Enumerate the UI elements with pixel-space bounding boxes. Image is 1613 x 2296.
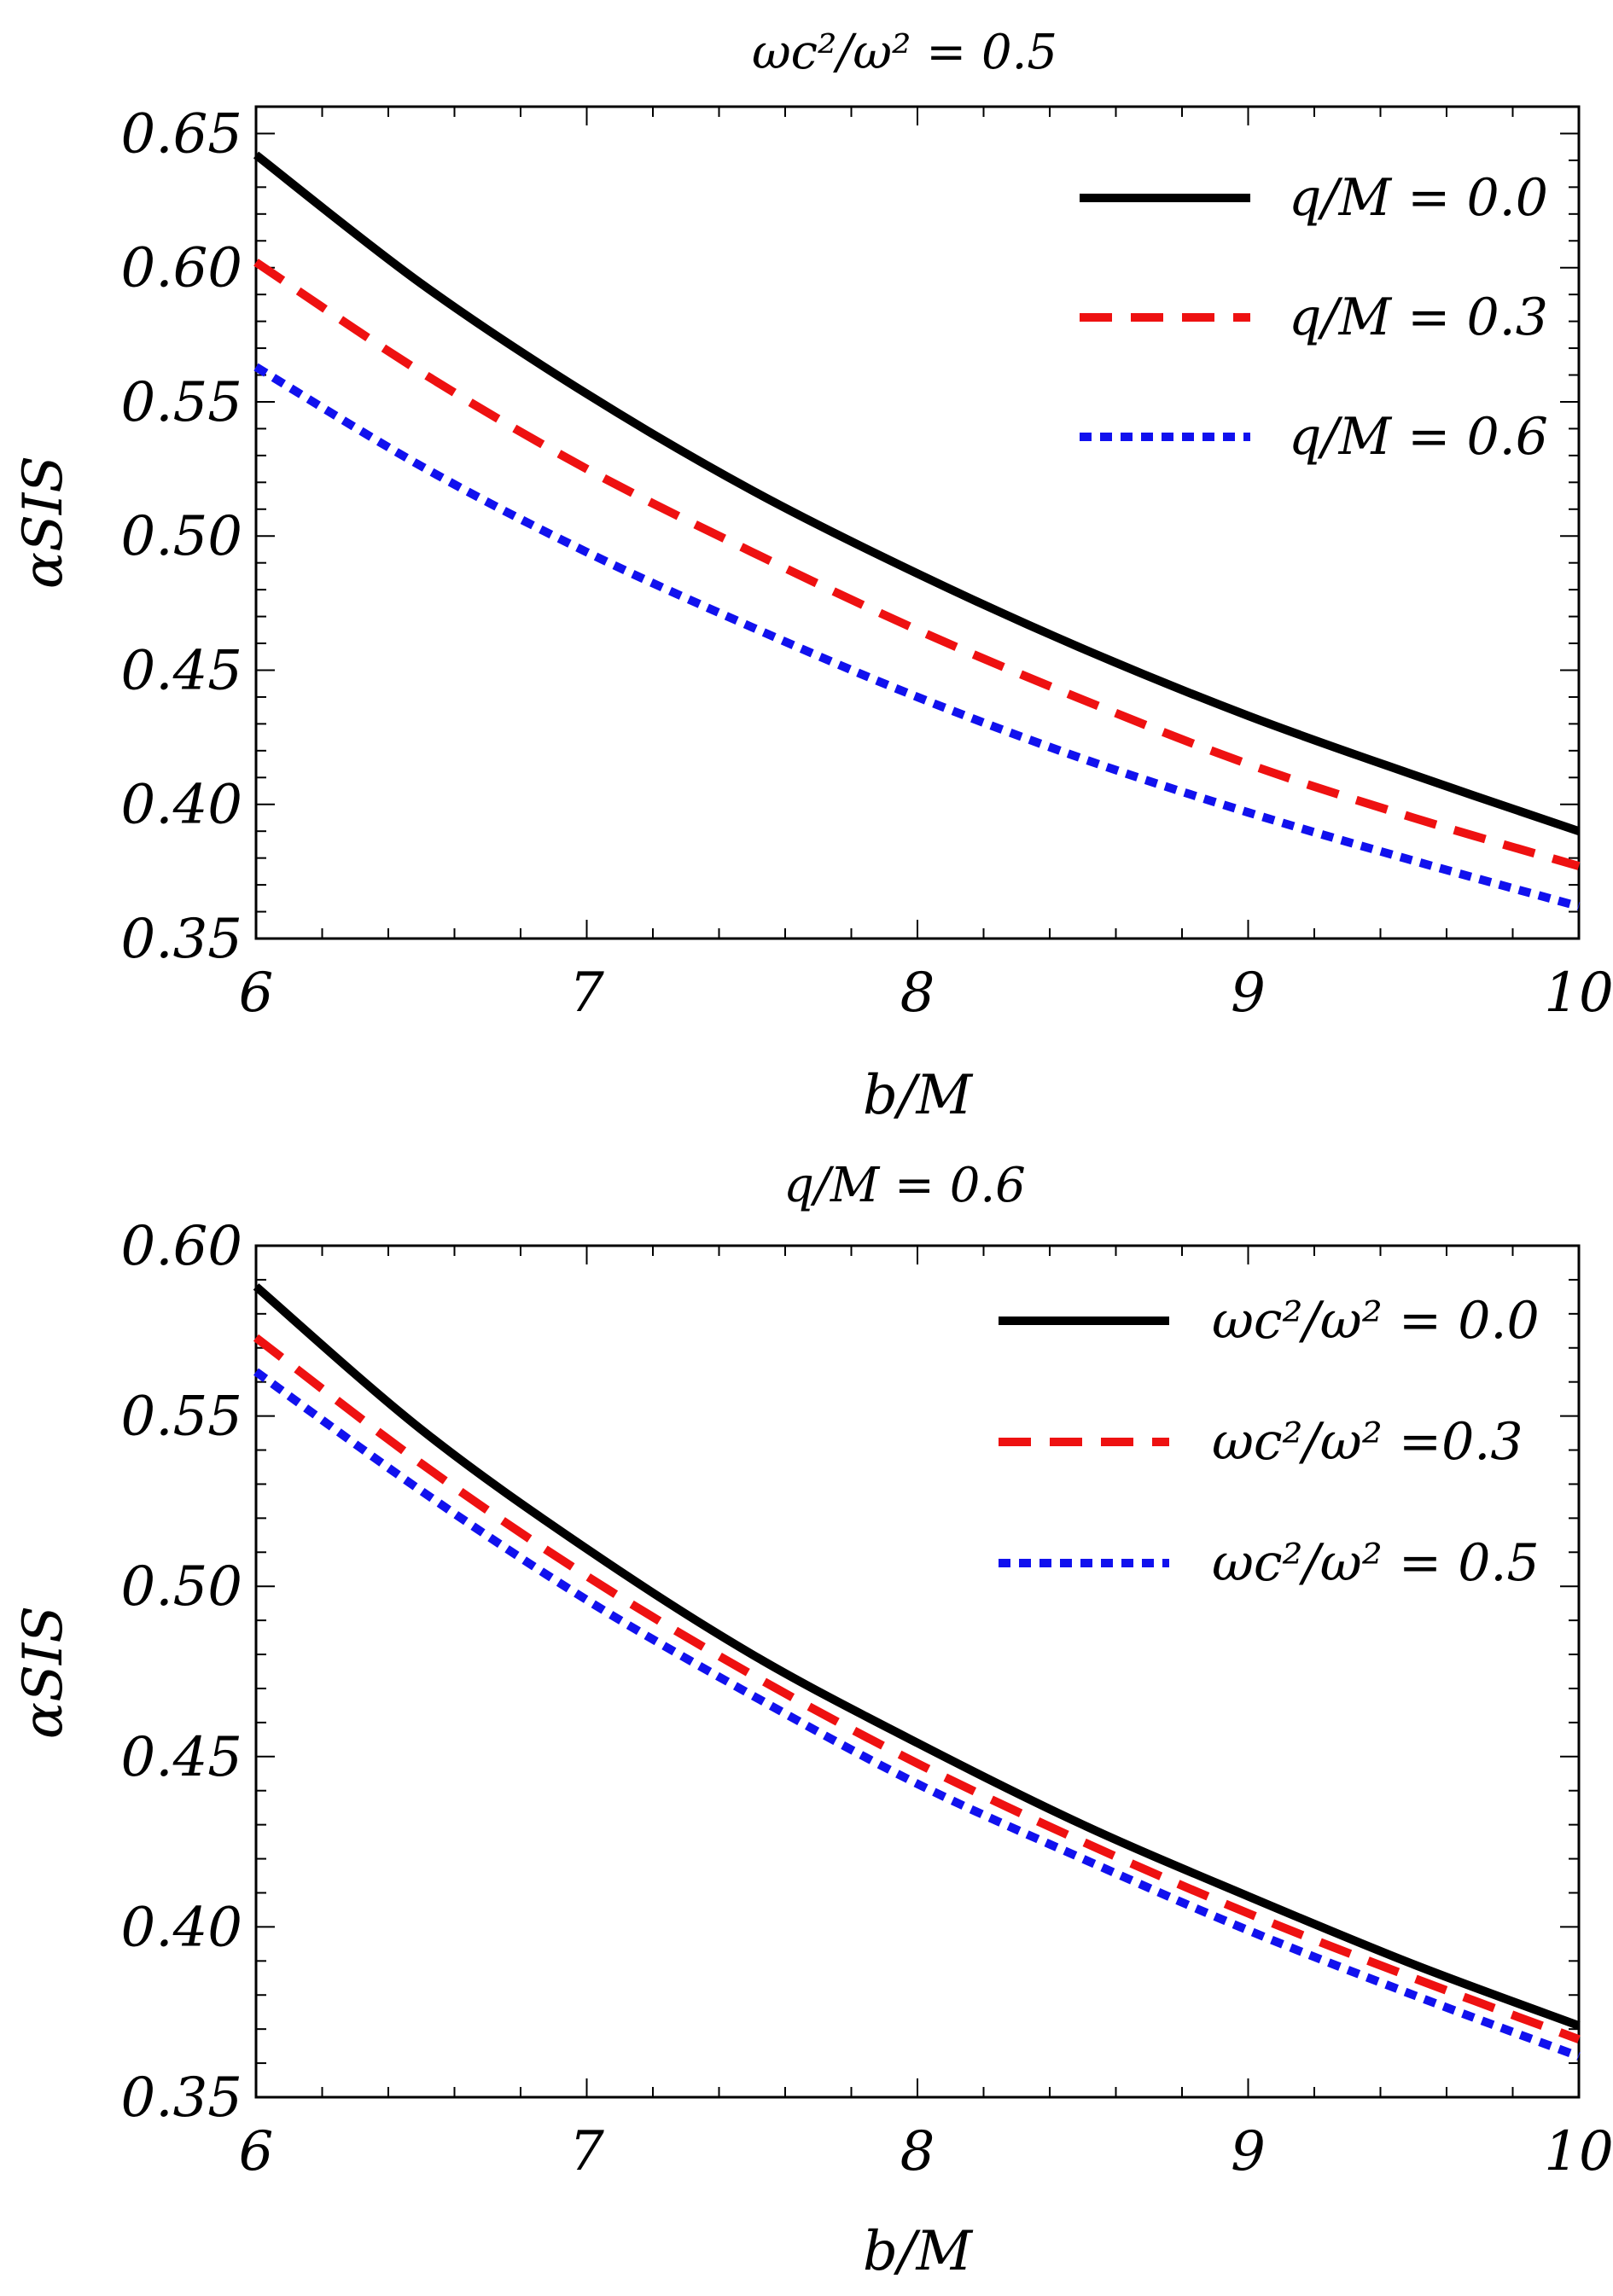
x-tick-label-top: 7 [569,962,604,1025]
chart-title-bottom: q/M = 0.6 [783,1158,1026,1213]
series-line-top-0 [253,151,1581,835]
legend-label-bottom-0: ωc²/ω² = 0.0 [1212,1291,1540,1351]
y-tick-label-top: 0.40 [121,774,243,837]
y-tick-label-top: 0.45 [121,639,243,702]
chart-title-top: ωc²/ω² = 0.5 [752,25,1057,80]
y-tick-label-bottom: 0.50 [121,1555,243,1619]
y-tick-label-bottom: 0.60 [121,1215,243,1278]
plot-area-bottom: 6 7 8 9 10 0.35 0.40 0.45 0.50 0.55 0.60 [121,1215,1613,2183]
y-axis-label-top: αSIS [12,456,75,589]
series-line-top-2 [253,363,1581,911]
x-tick-label-bottom: 6 [239,2120,274,2183]
series-line-bottom-0 [253,1283,1581,2030]
y-tick-label-top: 0.50 [121,505,243,568]
x-axis-label-bottom: b/M [863,2220,974,2283]
y-tick-label-bottom: 0.55 [121,1386,243,1449]
y-tick-label-top: 0.55 [121,371,243,434]
chart-top: ωc²/ω² = 0.5 6 7 8 9 10 0.35 0.40 0.45 0.50 0.55 0… [12,25,1613,1127]
y-tick-label-bottom: 0.40 [121,1896,243,1959]
legend-label-bottom-1: ωc²/ω² =0.3 [1212,1412,1523,1472]
x-tick-label-top: 8 [900,962,935,1025]
x-tick-label-bottom: 8 [900,2120,935,2183]
y-tick-label-top: 0.35 [121,908,243,971]
legend-label-top-2: q/M = 0.6 [1289,407,1548,467]
legend-top: q/M = 0.0 q/M = 0.3 q/M = 0.6 [1080,168,1548,467]
plot-frame-top [254,105,1581,940]
y-tick-label-top: 0.60 [121,237,243,300]
series-line-top-1 [253,259,1581,870]
y-tick-label-bottom: 0.35 [121,2066,243,2130]
plot-area-top: 6 7 8 9 10 0.35 0.40 0.45 0.50 0.55 0.60 0.65 [121,102,1613,1025]
x-tick-label-top: 10 [1544,962,1613,1025]
series-line-bottom-1 [253,1334,1581,2043]
y-tick-label-bottom: 0.45 [121,1726,243,1789]
y-axis-label-bottom: αSIS [12,1606,75,1739]
legend-label-top-0: q/M = 0.0 [1289,168,1548,228]
y-tick-label-top: 0.65 [121,102,243,166]
chart-bottom: q/M = 0.6 6 7 8 9 10 0.35 0.40 0.45 0.50 0.55 0.60… [12,1158,1613,2283]
x-tick-label-bottom: 9 [1231,2120,1266,2183]
x-axis-label-top: b/M [863,1064,974,1127]
series-line-bottom-2 [253,1368,1581,2061]
x-tick-label-top: 6 [239,962,274,1025]
x-tick-label-bottom: 10 [1544,2120,1613,2183]
legend-label-bottom-2: ωc²/ω² = 0.5 [1212,1533,1540,1593]
x-tick-label-bottom: 7 [569,2120,604,2183]
legend-bottom: ωc²/ω² = 0.0 ωc²/ω² =0.3 ωc²/ω² = 0.5 [999,1291,1540,1593]
legend-label-top-1: q/M = 0.3 [1289,288,1548,347]
x-tick-label-top: 9 [1231,962,1266,1025]
